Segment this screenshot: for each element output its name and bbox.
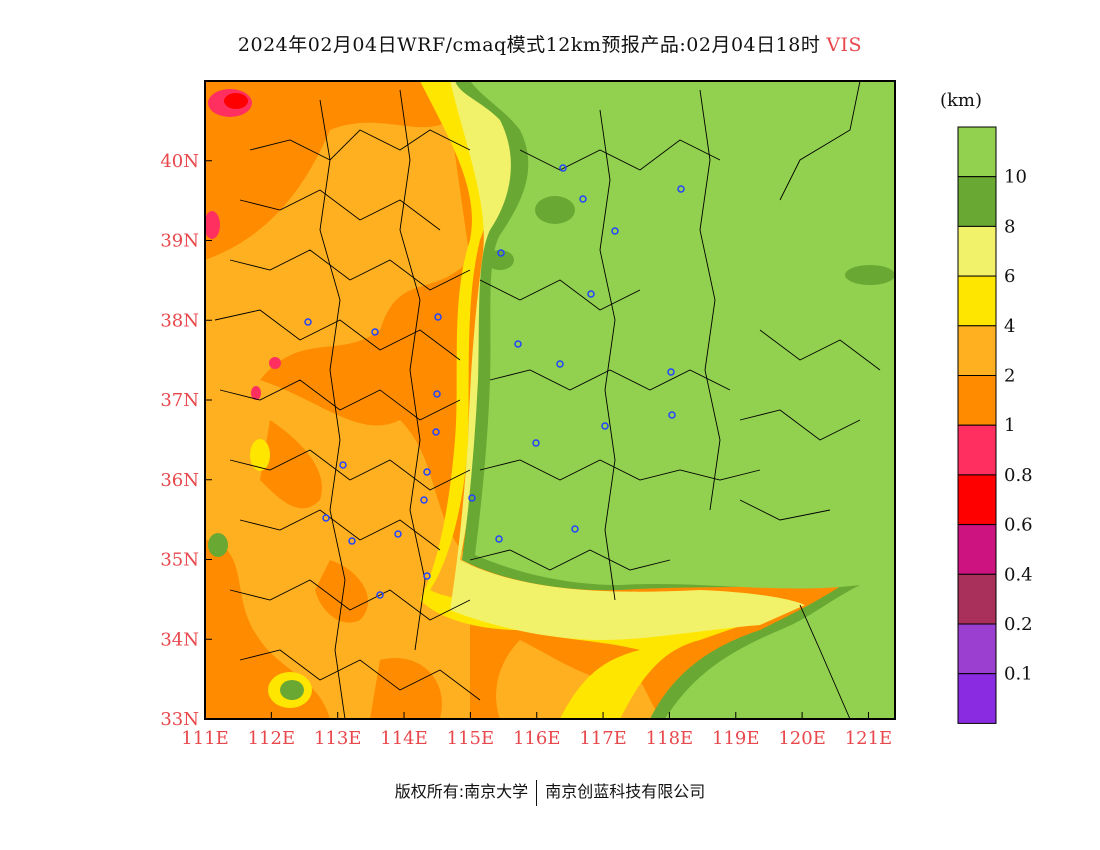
copyright-text: 版权所有:南京大学 [394,782,529,801]
legend-label: 0.8 [1004,465,1033,486]
legend-swatch [957,225,997,277]
lat-tick-label: 36N [160,470,199,491]
longitude-axis: 111E 112E 113E 114E 115E 116E 117E 118E 119E 120E… [181,712,892,749]
lat-tick-label: 35N [160,550,199,571]
legend-swatch [957,424,997,476]
lon-tick-label: 117E [579,728,627,749]
legend-swatch [957,673,997,724]
legend-swatch [957,126,997,178]
lat-tick-label: 38N [160,310,199,331]
lon-tick-label: 111E [181,728,229,749]
legend-label: 2 [1004,366,1015,387]
lon-tick-label: 118E [646,728,694,749]
title-variable: VIS [826,34,863,56]
lon-tick-label: 113E [314,728,362,749]
footer-separator [536,779,538,806]
legend-swatch [957,573,997,625]
legend-label: 6 [1004,266,1015,287]
legend-label: 0.2 [1004,614,1033,635]
legend-label: 4 [1004,316,1015,337]
legend-swatch [957,325,997,376]
legend-label: 0.1 [1004,664,1033,685]
lon-tick-label: 119E [712,728,760,749]
legend-label: 0.6 [1004,515,1033,536]
legend-label: 10 [1004,167,1027,188]
lon-tick-label: 120E [778,728,826,749]
legend-unit: (km) [940,90,983,111]
company-text: 南京创蓝科技有限公司 [545,782,706,801]
chart-title: 2024年02月04日WRF/cmaq模式12km预报产品:02月04日18时 V… [0,30,1100,57]
lat-tick-label: 37N [160,390,199,411]
admin-boundaries [214,81,881,719]
lon-tick-label: 112E [248,728,296,749]
footer: 版权所有:南京大学 南京创蓝科技有限公司 [0,778,1100,806]
lat-tick-label: 39N [160,231,199,252]
lat-tick-label: 34N [160,629,199,650]
legend-swatch [957,474,997,526]
title-main: 2024年02月04日WRF/cmaq模式12km预报产品:02月04日18时 [237,34,821,56]
legend-swatch [957,375,997,426]
legend-swatch [957,623,997,675]
color-legend: 10 8 6 4 2 1 0.8 0.6 0.4 0.2 0.1 [957,126,1033,724]
legend-swatch [957,176,997,227]
legend-swatch [957,524,997,575]
city-markers [304,164,685,599]
lon-tick-label: 116E [513,728,561,749]
legend-label: 8 [1004,216,1015,237]
lon-tick-label: 115E [447,728,495,749]
legend-label: 1 [1004,415,1015,436]
legend-label: 0.4 [1004,564,1033,585]
lat-tick-label: 33N [160,709,199,730]
legend-swatch [957,275,997,327]
lon-tick-label: 114E [380,728,428,749]
lat-tick-label: 40N [160,151,199,172]
lon-tick-label: 121E [845,728,893,749]
latitude-axis: 33N 34N 35N 36N 37N 38N 39N 40N [160,151,212,730]
visibility-field [205,81,895,719]
